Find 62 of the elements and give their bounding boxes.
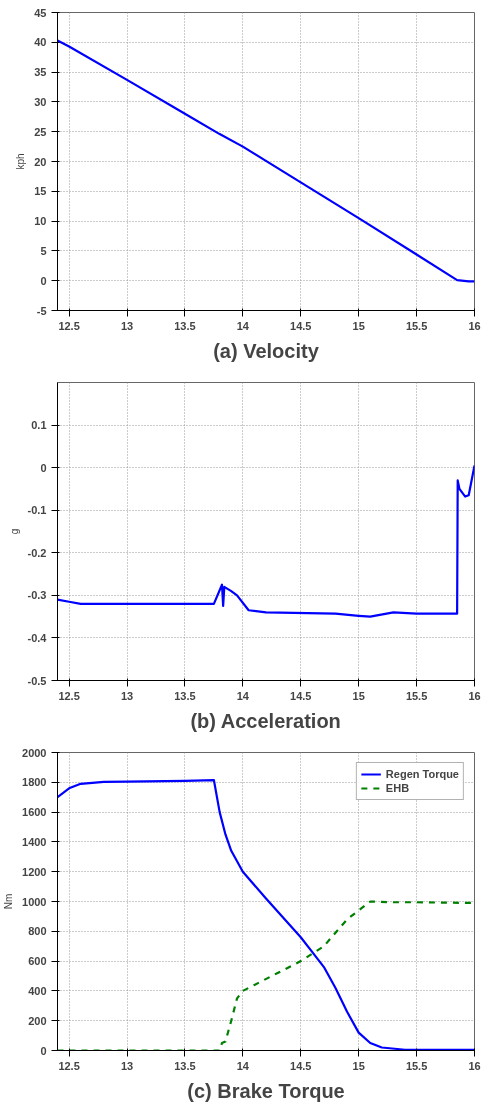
y-tick-label: 25	[34, 125, 47, 138]
x-tick-label: 13	[120, 1059, 134, 1072]
y-tick-label: 800	[28, 925, 47, 938]
y-axis-title: kph	[15, 153, 27, 170]
x-tick-label: 14.5	[290, 1059, 312, 1072]
y-tick-label: 1200	[22, 865, 47, 878]
y-tick-label: 10	[34, 215, 47, 228]
x-tick-label: 14	[236, 689, 250, 702]
y-tick-label: 0	[40, 274, 47, 287]
x-tick-label: 16	[468, 319, 481, 332]
x-tick-label: 13	[120, 689, 134, 702]
x-tick-label: 15	[352, 689, 365, 702]
y-tick-label: 15	[34, 185, 47, 198]
y-tick-label: 30	[34, 95, 47, 108]
y-tick-label: 40	[34, 36, 47, 49]
y-tick-label: 2000	[22, 746, 47, 759]
y-tick-label: 1600	[22, 806, 47, 819]
x-tick-label: 15.5	[405, 319, 428, 332]
x-tick-label: 13	[120, 319, 134, 332]
x-tick-label: 15.5	[405, 1059, 428, 1072]
text: (b) Acceleration	[190, 709, 341, 732]
x-tick-label: 16	[468, 689, 481, 702]
y-tick-label: 400	[28, 984, 47, 997]
y-tick-label: -0.5	[27, 674, 47, 687]
x-tick-label: 16	[468, 1059, 481, 1072]
y-tick-label: -0.2	[27, 546, 47, 559]
y-tick-label: -0.1	[27, 504, 47, 517]
y-tick-label: 200	[28, 1014, 47, 1027]
line-series	[57, 464, 475, 618]
y-tick-label: 45	[34, 6, 47, 19]
x-tick-label: 13.5	[174, 1059, 196, 1072]
text: (c) Brake Torque	[187, 1079, 345, 1102]
x-tick-label: 14	[236, 1059, 250, 1072]
y-tick-label: 1800	[22, 776, 47, 789]
y-tick-label: 0.1	[31, 419, 47, 432]
x-tick-label: 15.5	[405, 689, 428, 702]
text: (a) Velocity	[213, 339, 320, 362]
x-tick-label: 15	[352, 1059, 365, 1072]
y-tick-label: 5	[40, 244, 47, 257]
x-tick-label: 15	[352, 319, 365, 332]
y-tick-label: 0	[40, 461, 47, 474]
legend-label: Regen Torque	[385, 768, 459, 780]
legend-label: EHB	[385, 782, 410, 794]
x-tick-label: 12.5	[58, 319, 80, 332]
x-tick-label: 13.5	[174, 689, 196, 702]
y-axis-title: Nm	[3, 893, 15, 910]
y-tick-label: 1000	[22, 895, 47, 908]
x-tick-label: 14.5	[290, 689, 312, 702]
x-tick-label: 13.5	[174, 319, 196, 332]
y-tick-label: 20	[34, 155, 47, 168]
y-tick-label: 1400	[22, 835, 47, 848]
y-tick-label: -0.4	[27, 631, 48, 644]
y-tick-label: -5	[36, 304, 47, 317]
y-tick-label: 600	[28, 955, 47, 968]
x-tick-label: 14	[236, 319, 250, 332]
x-tick-label: 12.5	[58, 689, 80, 702]
y-tick-label: 0	[40, 1044, 47, 1057]
x-tick-label: 14.5	[290, 319, 312, 332]
y-axis-title: g	[8, 528, 20, 535]
x-tick-label: 12.5	[58, 1059, 80, 1072]
y-tick-label: 35	[34, 66, 47, 79]
y-tick-label: -0.3	[27, 589, 47, 602]
